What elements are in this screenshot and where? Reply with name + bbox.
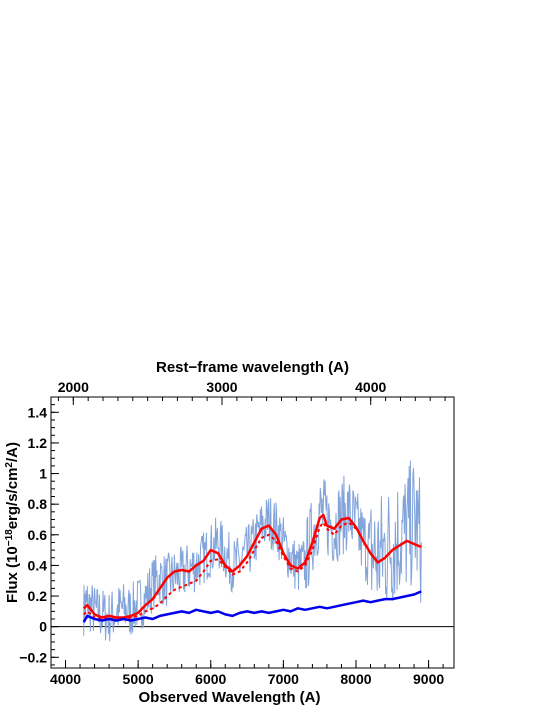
plot-frame [50, 396, 455, 669]
y-tick-label: 1.2 [28, 435, 48, 451]
x2-tick-label: 2000 [58, 379, 89, 395]
y-tick-label: 0 [39, 619, 47, 635]
y-axis-title-part: Flux (10 [4, 546, 21, 603]
series-group [51, 460, 454, 642]
y-tick-label: 0.8 [28, 496, 48, 512]
x-tick-label: 7000 [268, 671, 299, 687]
x2-tick-label: 4000 [355, 379, 386, 395]
y-axis-title-part: erg/s/cm [4, 468, 21, 530]
series-line-2 [83, 521, 357, 620]
x-tick-label: 5000 [123, 671, 154, 687]
x-tick-label: 6000 [195, 671, 226, 687]
x-axis-title: Observed Wavelength (A) [139, 689, 321, 705]
x-tick-label: 8000 [340, 671, 371, 687]
y-axis-title: Flux (10−18erg/s/cm2/A) [4, 442, 22, 603]
x2-tick-label: 3000 [206, 379, 237, 395]
plot-area [51, 460, 454, 642]
y-tick-label: 0.2 [28, 588, 48, 604]
series-line-3 [82, 590, 422, 623]
y-tick-label: 1.4 [28, 404, 48, 420]
y-axis-title-part: /A) [4, 442, 21, 462]
y-tick-label: 1 [39, 466, 47, 482]
y-axis-title-exponent: −18 [4, 529, 15, 546]
y-tick-label: 0.6 [28, 527, 48, 543]
x-tick-label: 4000 [50, 671, 81, 687]
x-tick-label: 9000 [413, 671, 444, 687]
top-axis-title: Rest−frame wavelength (A) [156, 359, 349, 376]
y-axis-title-exponent: 2 [4, 462, 15, 468]
series-line-1 [82, 513, 422, 619]
y-tick-label: −0.2 [19, 649, 47, 665]
y-tick-label: 0.4 [28, 557, 48, 573]
